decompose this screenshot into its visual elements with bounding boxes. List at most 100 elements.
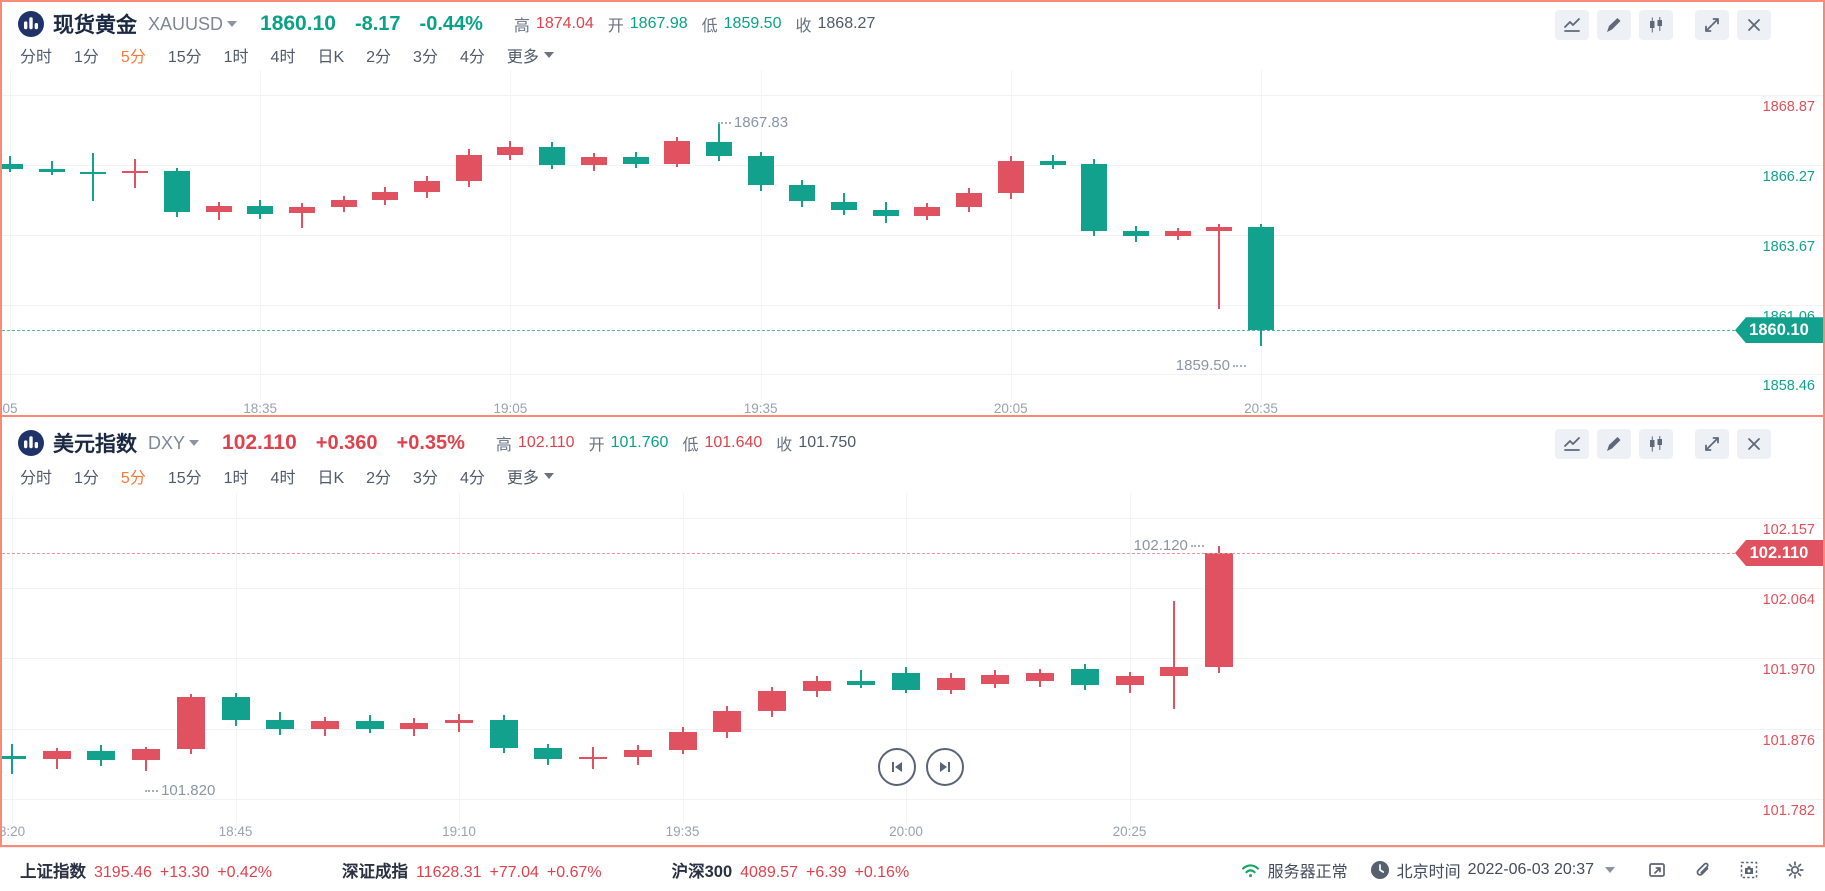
time-axis-label: 20:25 bbox=[1112, 824, 1147, 839]
index-change: +6.39 bbox=[805, 863, 847, 881]
tab-timeframe[interactable]: 4时 bbox=[270, 49, 296, 66]
fullscreen-icon[interactable] bbox=[1695, 429, 1729, 459]
tab-timeframe[interactable]: 2分 bbox=[366, 470, 392, 487]
candle-body bbox=[489, 719, 518, 748]
tab-timeframe[interactable]: 4分 bbox=[459, 470, 485, 487]
tab-timeframe[interactable]: 4时 bbox=[270, 470, 296, 487]
current-price-line bbox=[2, 330, 1735, 332]
candlestick-icon[interactable] bbox=[1639, 429, 1673, 459]
v-gridline bbox=[1129, 493, 1131, 823]
tab-timeframe[interactable]: 日K bbox=[317, 49, 345, 66]
h-gridline bbox=[2, 164, 1823, 166]
candle-body bbox=[176, 697, 205, 749]
candle-body bbox=[2, 755, 26, 759]
close-icon[interactable] bbox=[1737, 10, 1771, 40]
ohlc-stats: 高 102.110 开 101.760 低 101.640 收 101.750 bbox=[488, 431, 856, 455]
beijing-time[interactable]: 北京时间 2022-06-03 20:37 bbox=[1370, 858, 1615, 882]
window-expand-icon[interactable] bbox=[1647, 860, 1667, 880]
more-timeframes-button[interactable]: 更多 bbox=[507, 464, 554, 488]
index-name: 上证指数 bbox=[20, 862, 86, 881]
candle-wick bbox=[11, 743, 13, 774]
datetime-value: 2022-06-03 20:37 bbox=[1467, 860, 1594, 878]
candle-body bbox=[623, 749, 652, 757]
tab-timeframe-active[interactable]: 5分 bbox=[120, 470, 146, 487]
h-gridline bbox=[2, 728, 1823, 730]
skip-to-end-button[interactable] bbox=[926, 748, 964, 786]
tab-timeframe[interactable]: 15分 bbox=[167, 470, 202, 487]
h-gridline bbox=[2, 304, 1823, 306]
tab-timeframe[interactable]: 分时 bbox=[20, 470, 53, 487]
candle-body bbox=[205, 205, 232, 213]
candle-body bbox=[1081, 163, 1108, 231]
tab-timeframe[interactable]: 3分 bbox=[413, 49, 438, 66]
symbol-selector[interactable]: XAUUSD bbox=[146, 14, 238, 35]
price-change-pct: +0.35% bbox=[396, 431, 465, 454]
candle-body bbox=[580, 157, 607, 166]
price-axis-label: 102.157 bbox=[1762, 521, 1815, 538]
draw-tool-icon[interactable] bbox=[1597, 10, 1631, 40]
chevron-down-icon bbox=[543, 473, 554, 479]
stat-label-close: 收 bbox=[795, 18, 812, 35]
close-icon[interactable] bbox=[1737, 429, 1771, 459]
candle-wick bbox=[55, 748, 58, 769]
tab-timeframe[interactable]: 分时 bbox=[20, 49, 53, 66]
candle-body bbox=[872, 209, 899, 217]
more-timeframes-button[interactable]: 更多 bbox=[507, 43, 554, 67]
time-axis-label: 8:20 bbox=[2, 824, 26, 839]
settings-gear-icon[interactable] bbox=[1785, 860, 1805, 880]
candle-body bbox=[981, 674, 1010, 684]
candlestick-chart-dxy[interactable]: 102.157 102.064 101.970 101.876 101.782 102.1… bbox=[2, 493, 1823, 823]
candle-body bbox=[163, 170, 190, 213]
tab-timeframe[interactable]: 1分 bbox=[74, 49, 99, 66]
candle-body bbox=[266, 719, 295, 729]
price-axis-label: 1866.27 bbox=[1762, 168, 1815, 185]
candlestick-icon[interactable] bbox=[1639, 10, 1673, 40]
candle-body bbox=[789, 185, 816, 202]
candle-body bbox=[445, 719, 473, 723]
v-gridline bbox=[906, 493, 907, 823]
candle-body bbox=[705, 142, 732, 156]
candle-wick bbox=[717, 122, 720, 162]
stat-value-close: 1868.27 bbox=[817, 15, 876, 32]
time-axis-label: 18:45 bbox=[218, 824, 253, 839]
chevron-down-icon bbox=[543, 52, 554, 58]
draw-tool-icon[interactable] bbox=[1597, 429, 1631, 459]
tab-timeframe[interactable]: 1分 bbox=[74, 470, 99, 487]
line-chart-icon[interactable] bbox=[1555, 429, 1589, 459]
stat-value-high: 102.110 bbox=[517, 434, 575, 451]
tab-timeframe-active[interactable]: 5分 bbox=[120, 49, 146, 66]
chart-panel-xauusd: 现货黄金 XAUUSD 1860.10 -8.17 -0.44% 高 1874.0… bbox=[0, 0, 1825, 417]
screenshot-icon[interactable] bbox=[1739, 860, 1759, 880]
tab-timeframe[interactable]: 1时 bbox=[223, 470, 249, 487]
tab-timeframe[interactable]: 4分 bbox=[459, 49, 485, 66]
candlestick-chart-xauusd[interactable]: 1868.87 1866.27 1863.67 1861.06 1858.46 1860.… bbox=[2, 70, 1823, 400]
fullscreen-icon[interactable] bbox=[1695, 10, 1729, 40]
price-axis-label: 1868.87 bbox=[1762, 99, 1815, 115]
chart-panel-dxy: 美元指数 DXY 102.110 +0.360 +0.35% 高 102.110 … bbox=[0, 417, 1825, 847]
price-axis-label: 1863.67 bbox=[1762, 238, 1815, 255]
symbol-selector[interactable]: DXY bbox=[146, 433, 200, 454]
tab-timeframe[interactable]: 15分 bbox=[167, 49, 202, 66]
time-axis-label: 19:35 bbox=[743, 401, 778, 416]
tab-timeframe[interactable]: 1时 bbox=[223, 49, 249, 66]
paperclip-icon[interactable] bbox=[1693, 860, 1713, 880]
tab-timeframe[interactable]: 日K bbox=[317, 470, 345, 487]
candle-body bbox=[1070, 668, 1099, 685]
candle-body bbox=[400, 722, 429, 729]
candle-body bbox=[1204, 553, 1233, 667]
candle-body bbox=[664, 141, 691, 164]
candle-body bbox=[221, 697, 250, 720]
instrument-name: 现货黄金 bbox=[53, 14, 137, 37]
candle-body bbox=[997, 161, 1024, 194]
time-axis-label: 05 bbox=[2, 401, 18, 416]
candle-body bbox=[288, 206, 315, 214]
time-axis-label: 20:05 bbox=[993, 401, 1028, 416]
index-change: +77.04 bbox=[489, 863, 539, 881]
tab-timeframe[interactable]: 3分 bbox=[413, 470, 438, 487]
candle-body bbox=[414, 181, 440, 192]
tab-timeframe[interactable]: 2分 bbox=[366, 49, 392, 66]
instrument-logo-icon bbox=[18, 11, 44, 37]
skip-to-start-button[interactable] bbox=[878, 748, 916, 786]
line-chart-icon[interactable] bbox=[1555, 10, 1589, 40]
v-gridline bbox=[510, 70, 512, 400]
